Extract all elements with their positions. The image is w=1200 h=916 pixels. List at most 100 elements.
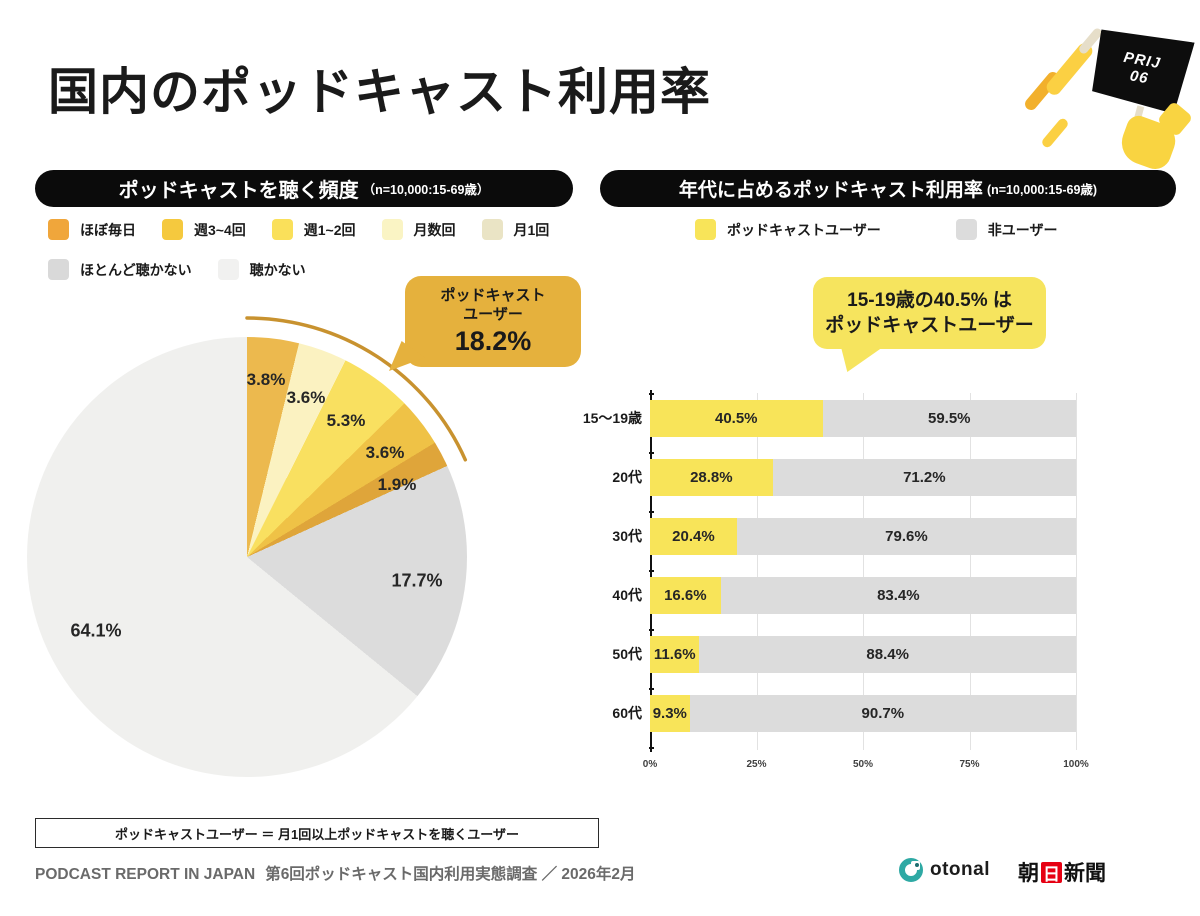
axis-tick xyxy=(649,570,654,572)
category-label: 60代 xyxy=(612,705,642,721)
axis-tick xyxy=(649,629,654,631)
legend-item: ポッドキャストユーザー xyxy=(695,219,881,240)
prij-flag-badge: PRIJ 06 xyxy=(1087,23,1194,115)
legend-label: ポッドキャストユーザー xyxy=(727,221,881,238)
otonal-logo: otonal xyxy=(899,858,990,882)
age-callout-line2: ポッドキャストユーザー xyxy=(825,315,1034,336)
podcast-user-callout: ポッドキャスト ユーザー 18.2% xyxy=(389,276,581,371)
frequency-legend-row1: ほぼ毎日 週3~4回 週1~2回 月数回 月1回 xyxy=(48,219,575,240)
category-label: 50代 xyxy=(612,646,642,662)
user-segment: 28.8% xyxy=(650,459,773,496)
legend-item: ほとんど聴かない xyxy=(48,259,192,280)
legend-swatch xyxy=(955,219,977,240)
category-label: 40代 xyxy=(612,587,642,603)
pie-value-label: 17.7% xyxy=(391,570,443,591)
nonuser-segment: 79.6% xyxy=(736,518,1076,555)
legend-swatch xyxy=(271,219,293,240)
age-header-text: 年代に占めるポッドキャスト利用率 xyxy=(678,180,983,201)
otonal-logo-dot xyxy=(915,863,919,867)
pie-value-label: 64.1% xyxy=(70,620,122,641)
user-segment: 40.5% xyxy=(650,400,823,437)
legend-label: 月1回 xyxy=(513,221,550,238)
pie-value-label: 3.6% xyxy=(365,443,405,462)
x-tick-label: 75% xyxy=(959,759,980,770)
legend-label: 週1~2回 xyxy=(303,221,356,238)
callout-tail xyxy=(841,347,883,372)
legend-item: ほぼ毎日 xyxy=(48,219,136,240)
age-callout-line1: 15-19歳の40.5% は xyxy=(847,290,1012,311)
callout-value: 18.2% xyxy=(454,326,532,356)
axis-tick xyxy=(649,688,654,690)
legend-swatch xyxy=(481,219,503,240)
asahi-shimbun-logo: 朝 日 新聞 xyxy=(1018,857,1106,887)
asahi-char: 朝 xyxy=(1018,862,1039,885)
legend-item: 週3~4回 xyxy=(162,219,246,240)
frequency-header-note: （n=10,000:15-69歳） xyxy=(362,183,490,197)
otonal-logo-text: otonal xyxy=(930,859,990,880)
pie-value-label: 3.6% xyxy=(286,388,326,407)
frequency-header-text: ポッドキャストを聴く頻度 xyxy=(118,180,359,202)
legend-item: 月数回 xyxy=(381,219,456,240)
pie-value-label: 3.8% xyxy=(246,370,286,389)
user-segment: 20.4% xyxy=(650,518,737,555)
footer-survey-name: 第6回ポッドキャスト国内利用実態調査 ／ 2026年2月 xyxy=(265,866,636,883)
bar-plot: 0% 25% 50% 75% 100% 15〜19歳 40.5% 59.5% 20代 28.8% 7… xyxy=(583,390,1089,770)
legend-item: 非ユーザー xyxy=(955,219,1057,240)
gridline xyxy=(863,393,864,750)
callout-line1: ポッドキャスト xyxy=(440,287,546,304)
legend-swatch xyxy=(162,219,183,240)
legend-item: 聴かない xyxy=(217,259,306,280)
age-legend: ポッドキャストユーザー 非ユーザー xyxy=(695,219,1132,240)
asahi-chars: 新聞 xyxy=(1064,862,1106,885)
definition-note-box: ポッドキャストユーザー ＝ 月1回以上ポッドキャストを聴くユーザー xyxy=(35,818,599,848)
frequency-chart-header: ポッドキャストを聴く頻度 （n=10,000:15-69歳） xyxy=(35,170,573,207)
legend-label: 月数回 xyxy=(413,221,456,238)
user-segment: 16.6% xyxy=(650,577,721,614)
legend-label: 聴かない xyxy=(249,261,306,278)
x-tick-label: 100% xyxy=(1063,759,1089,770)
bar-row: 15〜19歳 40.5% 59.5% xyxy=(583,400,1076,437)
x-tick-label: 50% xyxy=(852,759,874,770)
legend-swatch xyxy=(48,219,69,240)
legend-label: ほぼ毎日 xyxy=(80,221,136,238)
legend-label: 週3~4回 xyxy=(194,221,246,238)
bar-row: 20代 28.8% 71.2% xyxy=(612,459,1076,496)
legend-label: ほとんど聴かない xyxy=(80,261,192,278)
axis-tick xyxy=(649,747,654,749)
age-header-note: (n=10,000:15-69歳) xyxy=(986,183,1098,197)
otonal-logo-icon xyxy=(899,858,923,882)
bar-row: 40代 16.6% 83.4% xyxy=(612,577,1076,614)
flag-illustration: PRIJ 06 xyxy=(1022,26,1187,176)
legend-item: 月1回 xyxy=(481,219,550,240)
age-chart-header: 年代に占めるポッドキャスト利用率 (n=10,000:15-69歳) xyxy=(600,170,1176,207)
category-label: 20代 xyxy=(612,469,642,485)
nonuser-segment: 88.4% xyxy=(699,636,1076,673)
callout-line2: ユーザー xyxy=(463,306,523,323)
legend-swatch xyxy=(48,259,69,280)
axis-tick xyxy=(649,393,654,395)
nonuser-segment: 83.4% xyxy=(720,577,1076,614)
bar-row: 60代 9.3% 90.7% xyxy=(612,695,1076,732)
nonuser-segment: 71.2% xyxy=(772,459,1076,496)
page-title: 国内のポッドキャスト利用率 xyxy=(48,64,711,120)
category-label: 15〜19歳 xyxy=(582,410,642,426)
definition-note-text: ポッドキャストユーザー ＝ 月1回以上ポッドキャストを聴くユーザー xyxy=(115,826,519,842)
pie-value-label: 5.3% xyxy=(326,411,366,430)
asahi-red-sun-icon: 日 xyxy=(1041,861,1062,884)
user-segment: 9.3% xyxy=(650,695,690,732)
frequency-legend-row2: ほとんど聴かない 聴かない xyxy=(48,259,332,280)
legend-item: 週1~2回 xyxy=(271,219,356,240)
legend-swatch xyxy=(217,259,239,280)
gridline xyxy=(1076,393,1077,750)
age-callout: 15-19歳の40.5% は ポッドキャストユーザー xyxy=(813,277,1046,372)
prij-badge-text: PRIJ 06 xyxy=(1120,49,1163,89)
gridline xyxy=(756,393,758,750)
category-label: 30代 xyxy=(612,528,642,544)
x-tick-label: 25% xyxy=(746,759,767,770)
legend-swatch xyxy=(381,219,403,240)
axis-tick xyxy=(649,452,654,454)
user-segment: 11.6% xyxy=(650,636,700,673)
deco-stripe xyxy=(1040,116,1070,150)
frequency-pie xyxy=(27,337,467,777)
